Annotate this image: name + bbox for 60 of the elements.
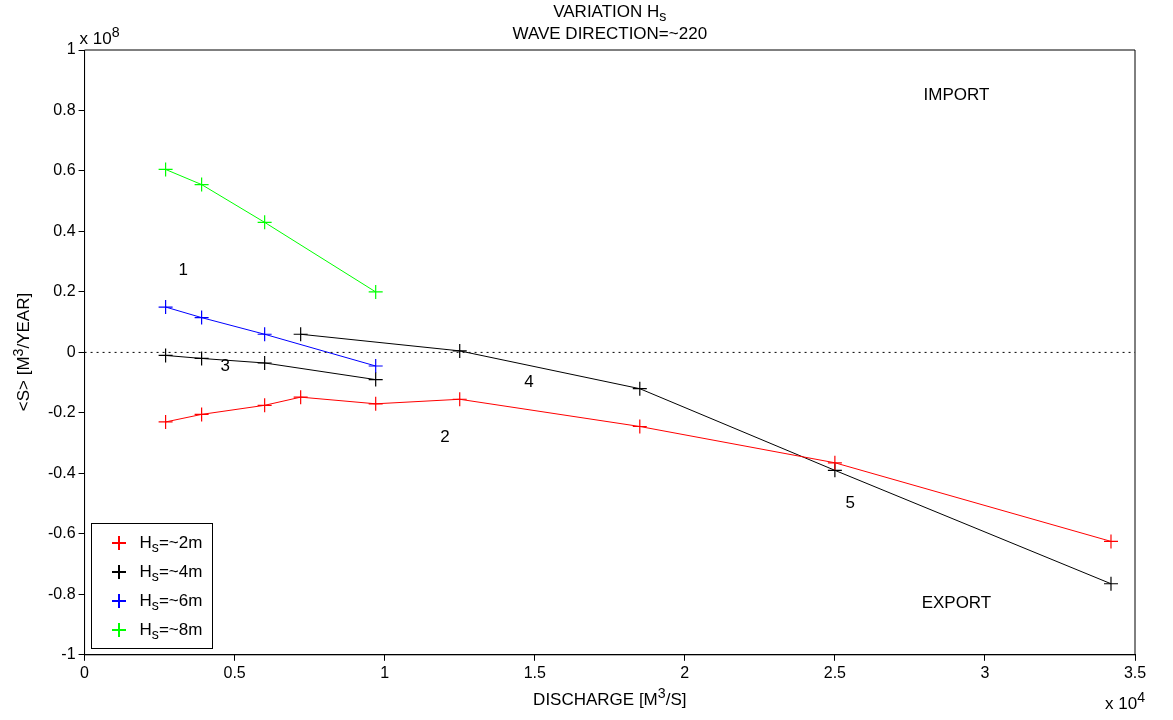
chart-title: VARIATION H$_{s}$ — [553, 2, 667, 25]
x-tick-label: 1 — [380, 663, 390, 681]
x-tick-label: 2.5 — [823, 663, 847, 681]
y-tick-label: 0.4 — [53, 221, 76, 239]
point — [452, 391, 468, 407]
x-tick-label: 0.5 — [223, 663, 246, 681]
x-tick-label: 2 — [680, 663, 690, 681]
y-tick-label: -0.4 — [47, 463, 76, 481]
x-axis-title: DISCHARGE [M$^{3}$/S] — [533, 684, 687, 710]
annotation: 2 — [440, 426, 450, 446]
point — [632, 418, 648, 435]
annotation: IMPORT — [923, 85, 990, 105]
annotation: 1 — [178, 260, 189, 280]
point — [452, 343, 468, 359]
x-tick-label: 3 — [980, 663, 990, 681]
legend-label: H$_{s}$=~2m — [138, 531, 203, 557]
y-tick-label: 0 — [66, 342, 76, 360]
point — [827, 455, 843, 471]
annotation: 4 — [524, 372, 534, 392]
point — [257, 214, 273, 230]
point — [368, 372, 384, 388]
point — [257, 397, 273, 413]
text: x 10$^{8}$ — [79, 24, 120, 49]
point — [257, 355, 273, 371]
point — [158, 299, 174, 315]
legend-label: H$_{s}$=~8m — [138, 618, 203, 644]
point — [194, 310, 210, 326]
point — [158, 347, 174, 364]
x-tick-label: 1.5 — [523, 663, 546, 681]
point — [194, 406, 210, 422]
annotation: EXPORT — [921, 593, 992, 613]
chart-subtitle: WAVE DIRECTION=~220 — [512, 24, 708, 44]
point — [194, 176, 210, 193]
point — [158, 414, 174, 430]
y-tick-label: -0.6 — [47, 524, 76, 542]
point — [158, 161, 174, 178]
point — [1103, 533, 1119, 549]
x-tick-label: 3.5 — [1123, 663, 1147, 681]
y-tick-label: 0.6 — [53, 161, 76, 179]
y-tick-label: -1 — [61, 645, 76, 663]
point — [194, 350, 210, 367]
point — [368, 396, 384, 412]
legend-label: H$_{s}$=~4m — [138, 560, 203, 586]
y-tick-label: -0.2 — [47, 403, 76, 421]
point — [1103, 576, 1119, 592]
point — [257, 326, 273, 342]
y-tick-label: -0.8 — [47, 584, 76, 602]
point — [632, 381, 648, 397]
annotation: 3 — [220, 356, 231, 375]
point — [293, 326, 309, 342]
point — [368, 284, 384, 300]
text: x 10$^{4}$ — [1105, 688, 1146, 714]
y-tick-label: 1 — [66, 40, 76, 58]
y-tick-label: 0.8 — [53, 100, 76, 118]
x-tick-label: 0 — [80, 663, 90, 681]
annotation: 5 — [845, 493, 856, 513]
legend-label: H$_{s}$=~6m — [138, 589, 203, 615]
point — [293, 389, 309, 405]
y-tick-label: 0.2 — [53, 282, 76, 300]
point — [368, 358, 384, 374]
